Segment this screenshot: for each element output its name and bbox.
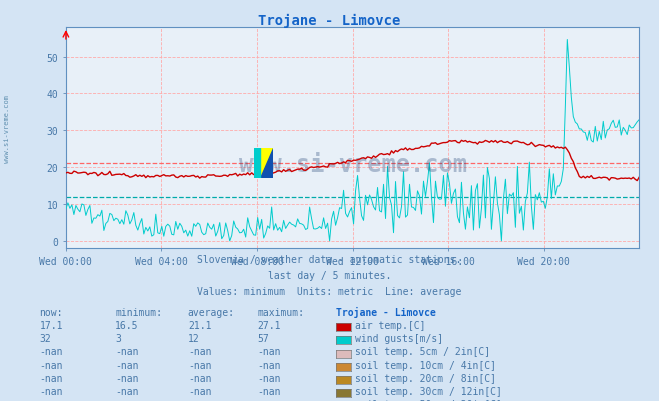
Text: soil temp. 5cm / 2in[C]: soil temp. 5cm / 2in[C]	[355, 346, 490, 356]
Text: minimum:: minimum:	[115, 307, 162, 317]
Text: -nan: -nan	[115, 360, 139, 370]
Text: last day / 5 minutes.: last day / 5 minutes.	[268, 271, 391, 281]
Text: -nan: -nan	[257, 386, 281, 396]
Text: -nan: -nan	[188, 360, 212, 370]
Text: -nan: -nan	[40, 399, 63, 401]
Text: -nan: -nan	[40, 346, 63, 356]
Text: -nan: -nan	[188, 346, 212, 356]
Text: average:: average:	[188, 307, 235, 317]
Text: -nan: -nan	[188, 399, 212, 401]
Text: air temp.[C]: air temp.[C]	[355, 320, 425, 330]
Text: -nan: -nan	[115, 386, 139, 396]
Text: -nan: -nan	[115, 399, 139, 401]
Text: -nan: -nan	[115, 373, 139, 383]
Text: wind gusts[m/s]: wind gusts[m/s]	[355, 333, 443, 343]
Text: Slovenia / weather data - automatic stations.: Slovenia / weather data - automatic stat…	[197, 255, 462, 265]
Text: -nan: -nan	[188, 386, 212, 396]
Text: -nan: -nan	[40, 373, 63, 383]
Text: -nan: -nan	[115, 346, 139, 356]
Text: 12: 12	[188, 333, 200, 343]
Text: Trojane - Limovce: Trojane - Limovce	[336, 306, 436, 317]
Text: -nan: -nan	[40, 360, 63, 370]
Text: 16.5: 16.5	[115, 320, 139, 330]
Text: -nan: -nan	[257, 360, 281, 370]
Text: 57: 57	[257, 333, 269, 343]
Text: soil temp. 10cm / 4in[C]: soil temp. 10cm / 4in[C]	[355, 360, 496, 370]
Polygon shape	[260, 148, 273, 178]
Text: www.si-vreme.com: www.si-vreme.com	[239, 153, 467, 177]
Text: -nan: -nan	[257, 399, 281, 401]
Text: now:: now:	[40, 307, 63, 317]
Text: -nan: -nan	[40, 386, 63, 396]
Text: 3: 3	[115, 333, 121, 343]
Text: 17.1: 17.1	[40, 320, 63, 330]
Text: soil temp. 50cm / 20in[C]: soil temp. 50cm / 20in[C]	[355, 399, 501, 401]
Text: Values: minimum  Units: metric  Line: average: Values: minimum Units: metric Line: aver…	[197, 287, 462, 297]
Text: soil temp. 30cm / 12in[C]: soil temp. 30cm / 12in[C]	[355, 386, 501, 396]
Text: 21.1: 21.1	[188, 320, 212, 330]
Text: -nan: -nan	[257, 373, 281, 383]
Text: Trojane - Limovce: Trojane - Limovce	[258, 14, 401, 28]
Text: 27.1: 27.1	[257, 320, 281, 330]
Text: www.si-vreme.com: www.si-vreme.com	[3, 94, 10, 162]
Text: 32: 32	[40, 333, 51, 343]
Text: soil temp. 20cm / 8in[C]: soil temp. 20cm / 8in[C]	[355, 373, 496, 383]
Text: maximum:: maximum:	[257, 307, 304, 317]
Text: -nan: -nan	[188, 373, 212, 383]
Bar	[254, 148, 260, 178]
Text: -nan: -nan	[257, 346, 281, 356]
